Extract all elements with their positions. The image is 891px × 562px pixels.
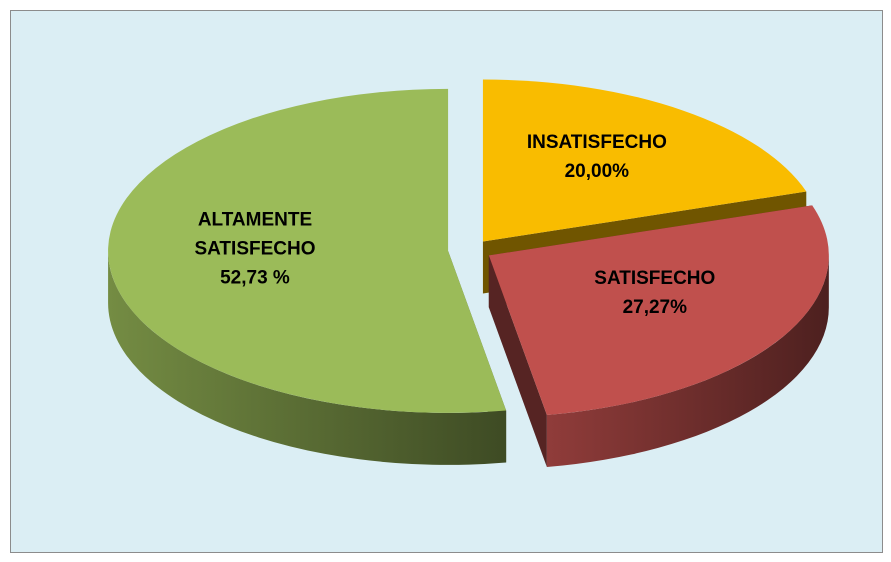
slice-wall xyxy=(488,255,547,468)
data-label: ALTAMENTE SATISFECHO 52,73 % xyxy=(165,205,345,292)
category-label: SATISFECHO xyxy=(594,268,716,290)
category-label: ALTAMENTE SATISFECHO xyxy=(194,209,316,260)
value-label: 20,00% xyxy=(564,160,630,182)
slice xyxy=(488,205,829,416)
slice xyxy=(482,79,807,242)
slice-side xyxy=(546,255,829,468)
slice xyxy=(108,88,507,413)
slice-side xyxy=(108,250,507,465)
category-label: INSATISFECHO xyxy=(526,131,667,153)
value-label: 27,27% xyxy=(622,297,688,319)
value-label: 52,73 % xyxy=(220,267,290,289)
data-label: INSATISFECHO 20,00% xyxy=(507,128,687,186)
data-label: SATISFECHO 27,27% xyxy=(565,264,745,322)
